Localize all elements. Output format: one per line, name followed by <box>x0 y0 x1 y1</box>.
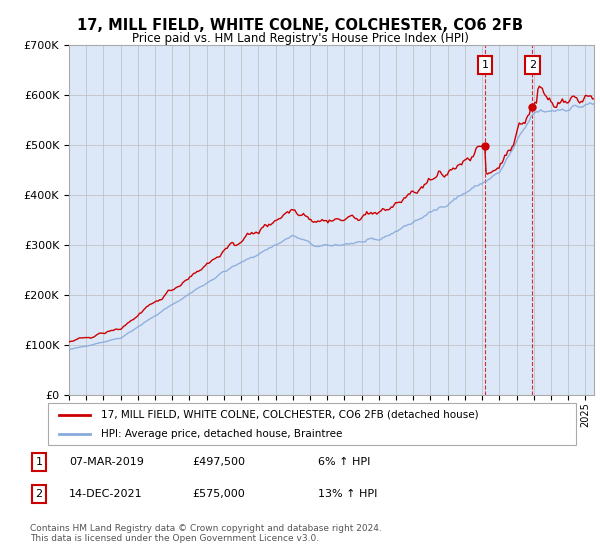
Text: £575,000: £575,000 <box>192 489 245 499</box>
Text: 1: 1 <box>35 457 43 467</box>
Text: Contains HM Land Registry data © Crown copyright and database right 2024.
This d: Contains HM Land Registry data © Crown c… <box>30 524 382 543</box>
Text: 17, MILL FIELD, WHITE COLNE, COLCHESTER, CO6 2FB (detached house): 17, MILL FIELD, WHITE COLNE, COLCHESTER,… <box>101 409 478 419</box>
Text: 13% ↑ HPI: 13% ↑ HPI <box>318 489 377 499</box>
Text: 14-DEC-2021: 14-DEC-2021 <box>69 489 143 499</box>
Text: 6% ↑ HPI: 6% ↑ HPI <box>318 457 370 467</box>
Text: HPI: Average price, detached house, Braintree: HPI: Average price, detached house, Brai… <box>101 429 342 439</box>
Text: £497,500: £497,500 <box>192 457 245 467</box>
FancyBboxPatch shape <box>48 403 576 445</box>
Text: Price paid vs. HM Land Registry's House Price Index (HPI): Price paid vs. HM Land Registry's House … <box>131 32 469 45</box>
Text: 1: 1 <box>482 60 488 70</box>
Text: 07-MAR-2019: 07-MAR-2019 <box>69 457 144 467</box>
Text: 2: 2 <box>35 489 43 499</box>
Text: 2: 2 <box>529 60 536 70</box>
Text: 17, MILL FIELD, WHITE COLNE, COLCHESTER, CO6 2FB: 17, MILL FIELD, WHITE COLNE, COLCHESTER,… <box>77 18 523 33</box>
